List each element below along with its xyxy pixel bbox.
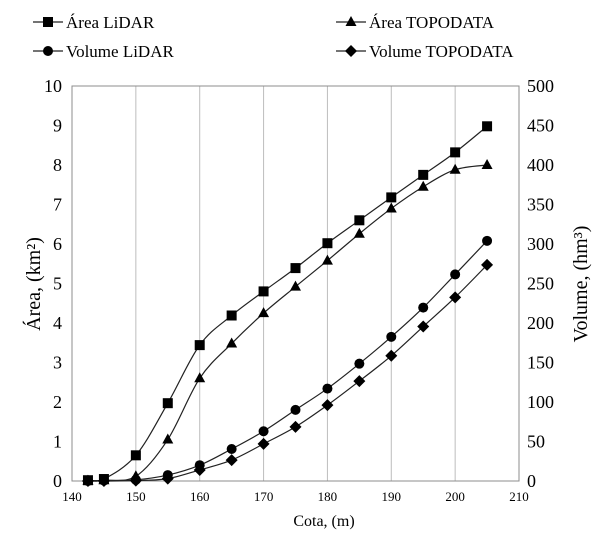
marker-square: [259, 286, 269, 296]
y-right-tick-label: 400: [527, 155, 554, 175]
marker-square: [450, 147, 460, 157]
y-right-tick-label: 500: [527, 76, 554, 96]
marker-square: [322, 238, 332, 248]
y-left-tick-label: 0: [53, 471, 62, 491]
y-right-axis-ticks: 0 50 100 150 200 250 300 350 400 450 500: [527, 76, 554, 491]
marker-circle: [386, 332, 396, 342]
y-right-tick-label: 100: [527, 392, 554, 412]
marker-square: [386, 192, 396, 202]
legend-label: Área LiDAR: [66, 13, 155, 32]
marker-circle: [418, 303, 428, 313]
x-tick-label: 210: [509, 489, 529, 504]
marker-diamond: [321, 399, 333, 411]
x-axis-label: Cota, (m): [293, 513, 354, 530]
y-left-tick-label: 2: [53, 392, 62, 412]
y-left-tick-label: 9: [53, 116, 62, 136]
marker-diamond: [353, 375, 365, 387]
marker-circle: [322, 384, 332, 394]
y-left-tick-label: 10: [44, 76, 62, 96]
y-left-tick-label: 1: [53, 432, 62, 452]
x-tick-label: 170: [254, 489, 274, 504]
marker-diamond: [290, 421, 302, 433]
y-right-tick-label: 300: [527, 234, 554, 254]
marker-square: [418, 170, 428, 180]
legend-item: Volume TOPODATA: [336, 42, 514, 61]
marker-square: [482, 121, 492, 131]
y-right-axis-label: Volume, (hm³): [570, 226, 592, 343]
y-left-tick-label: 8: [53, 155, 62, 175]
y-right-tick-label: 450: [527, 116, 554, 136]
marker-square: [354, 215, 364, 225]
marker-square: [195, 340, 205, 350]
marker-triangle: [482, 159, 493, 169]
legend-item: Área LiDAR: [33, 13, 155, 32]
x-tick-label: 180: [318, 489, 338, 504]
marker-circle: [482, 236, 492, 246]
marker-circle: [354, 359, 364, 369]
marker-circle: [43, 46, 53, 56]
legend-label: Volume TOPODATA: [369, 42, 514, 61]
series-layer: [82, 121, 493, 487]
y-left-tick-label: 6: [53, 234, 62, 254]
marker-circle: [227, 444, 237, 454]
y-right-tick-label: 250: [527, 274, 554, 294]
marker-circle: [291, 405, 301, 415]
marker-triangle: [290, 281, 301, 291]
marker-square: [163, 398, 173, 408]
legend-item: Volume LiDAR: [33, 42, 174, 61]
x-tick-label: 150: [126, 489, 146, 504]
series-line: [88, 241, 487, 481]
marker-diamond: [258, 438, 270, 450]
x-tick-label: 200: [445, 489, 465, 504]
y-left-tick-label: 3: [53, 353, 62, 373]
y-left-tick-label: 4: [53, 313, 62, 333]
marker-triangle: [258, 307, 269, 317]
series-square: [83, 121, 492, 485]
marker-square: [227, 310, 237, 320]
legend-label: Área TOPODATA: [369, 13, 495, 32]
marker-circle: [259, 426, 269, 436]
x-tick-label: 160: [190, 489, 210, 504]
x-tick-label: 140: [62, 489, 82, 504]
y-right-tick-label: 150: [527, 353, 554, 373]
legend: Área LiDAR Área TOPODATA Volume LiDAR Volum…: [33, 13, 514, 61]
legend-item: Área TOPODATA: [336, 13, 495, 32]
y-right-tick-label: 200: [527, 313, 554, 333]
marker-triangle: [386, 202, 397, 212]
series-triangle: [82, 159, 492, 485]
marker-diamond: [345, 45, 357, 57]
y-left-axis-ticks: 0 1 2 3 4 5 6 7 8 9 10: [44, 76, 62, 491]
marker-diamond: [130, 475, 142, 487]
marker-circle: [450, 269, 460, 279]
y-right-tick-label: 350: [527, 195, 554, 215]
legend-label: Volume LiDAR: [66, 42, 174, 61]
marker-diamond: [226, 454, 238, 466]
marker-square: [131, 450, 141, 460]
y-left-tick-label: 7: [53, 195, 62, 215]
x-tick-label: 190: [382, 489, 402, 504]
marker-triangle: [322, 255, 333, 265]
marker-square: [291, 263, 301, 273]
marker-triangle: [418, 181, 429, 191]
marker-triangle: [346, 16, 357, 26]
marker-triangle: [354, 228, 365, 238]
marker-triangle: [162, 434, 173, 444]
y-left-tick-label: 5: [53, 274, 62, 294]
y-right-tick-label: 0: [527, 471, 536, 491]
marker-square: [43, 17, 53, 27]
x-axis-ticks: 140 150 160 170 180 190 200 210: [62, 489, 529, 504]
y-left-axis-label: Área, (km²): [22, 237, 45, 331]
series-line: [88, 265, 487, 481]
y-right-tick-label: 50: [527, 432, 545, 452]
